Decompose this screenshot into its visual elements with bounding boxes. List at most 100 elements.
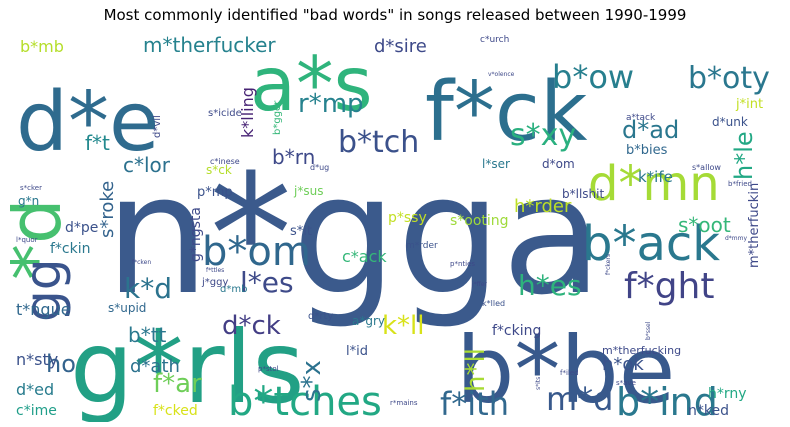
word-cloud-word: s*cker xyxy=(20,184,42,192)
word-cloud-word: s*icide xyxy=(208,108,242,119)
word-cloud-word: d*mb xyxy=(220,284,247,295)
word-cloud-word: b*ow xyxy=(552,58,634,96)
word-cloud-word: k*lling xyxy=(238,87,257,138)
word-cloud-word: s*it xyxy=(290,224,312,239)
word-cloud-word: b*fried xyxy=(728,180,752,188)
word-cloud-word: d*rty xyxy=(308,311,333,322)
word-cloud-word: b*gger xyxy=(272,100,283,135)
word-cloud-word: gg xyxy=(14,259,72,322)
word-cloud-word: f*cking xyxy=(492,323,541,339)
word-cloud-word: b*oty xyxy=(688,61,770,96)
word-cloud-word: p*mp xyxy=(197,185,233,200)
word-cloud-word: l*ser xyxy=(482,157,510,171)
word-cloud-word: f*iled xyxy=(560,369,579,377)
word-cloud-word: b*ack xyxy=(582,216,720,272)
word-cloud-word: g*n xyxy=(18,194,39,208)
word-cloud-word: j*int xyxy=(735,97,763,112)
word-cloud-word: c*ime xyxy=(16,403,57,419)
word-cloud-word: b*mb xyxy=(20,37,64,56)
word-cloud-word: f*cken xyxy=(132,259,151,266)
word-cloud-word: g*ngsta xyxy=(188,207,204,262)
word-cloud-word: r*mains xyxy=(390,399,418,407)
word-cloud-word: s*upid xyxy=(108,301,146,315)
word-cloud-word: k*lled xyxy=(482,299,505,308)
word-cloud-word: c*lor xyxy=(123,153,171,177)
word-cloud-word: d*pe xyxy=(65,220,98,236)
word-cloud-word: d*ed xyxy=(16,380,54,399)
word-cloud-word: a*tack xyxy=(626,113,656,123)
word-cloud-word: f*ckers xyxy=(605,254,612,275)
word-cloud-word: b*bies xyxy=(626,143,668,158)
word-cloud-word: l*id xyxy=(346,344,368,359)
word-cloud-word: r*mp xyxy=(298,89,364,119)
word-cloud-word: b*tches xyxy=(228,379,382,422)
word-cloud-word: m*therfuckin xyxy=(747,183,762,268)
word-cloud-word: h*le xyxy=(730,131,758,180)
word-cloud-word: v*olence xyxy=(488,71,515,78)
word-cloud-word: n*ked xyxy=(688,403,729,419)
word-cloud-word: c*inese xyxy=(210,157,240,166)
word-cloud-word: *d xyxy=(10,198,77,280)
word-cloud-word: j*sus xyxy=(293,184,323,198)
word-cloud-word: h*es xyxy=(518,269,582,302)
word-cloud-word: f*ckin xyxy=(50,241,91,257)
word-cloud-word: f*ith xyxy=(440,385,509,422)
word-cloud-word: s*ck xyxy=(206,163,232,177)
word-cloud-word: j*ffer xyxy=(471,281,487,288)
word-cloud-word: d*sire xyxy=(374,36,427,57)
word-cloud-word: p*ssy xyxy=(388,210,427,226)
word-cloud-word: d*mn xyxy=(588,156,720,212)
word-cloud-word: s*allow xyxy=(692,163,721,172)
word-cloud-word: d*om xyxy=(542,157,575,171)
word-cloud-word: ho xyxy=(46,350,76,378)
word-cloud-word: s*x xyxy=(297,360,327,402)
word-cloud-word: s*its xyxy=(535,377,542,390)
word-cloud-word: b*om xyxy=(202,229,311,275)
word-cloud-word: b*rn xyxy=(272,145,315,169)
word-cloud-word: b*be xyxy=(456,317,675,422)
word-cloud-word: d*ck xyxy=(222,311,281,341)
word-cloud-word: s*roke xyxy=(97,181,118,238)
chart-title: Most commonly identified "bad words" in … xyxy=(103,6,687,24)
word-cloud-word: k*d xyxy=(124,272,172,305)
word-cloud-word: t*ngue xyxy=(16,300,71,319)
word-cloud-word: f*t xyxy=(85,131,110,155)
word-cloud-word: l*quor xyxy=(16,236,38,244)
word-cloud-word: n*gga xyxy=(105,139,603,331)
word-cloud-word: k*ll xyxy=(382,311,425,341)
word-cloud-word: c*urch xyxy=(480,35,509,45)
word-cloud-word: m*rder xyxy=(406,241,438,251)
word-cloud-word: l*es xyxy=(240,266,294,299)
word-cloud-word: s*ooting xyxy=(450,213,509,229)
word-cloud-word: h*rder xyxy=(514,196,572,217)
word-cloud-word: f*ttles xyxy=(206,267,224,274)
word-cloud-word: s*xy xyxy=(510,118,576,153)
word-cloud-word: d*vil xyxy=(152,115,163,138)
word-cloud-word: p*nties xyxy=(450,260,475,268)
word-cloud-word: g*rls xyxy=(70,309,304,422)
word-cloud-word: k*ife xyxy=(638,168,673,186)
word-cloud-word: a*gry xyxy=(352,314,385,328)
word-cloud-word: f*ght xyxy=(624,266,714,307)
word-cloud-word: d*unk xyxy=(712,115,748,129)
word-cloud-word: b*tch xyxy=(338,125,419,160)
word-cloud-word: f*ck xyxy=(425,65,588,160)
word-cloud-word: m*therfucker xyxy=(143,33,276,57)
word-cloud-word: p*stol xyxy=(258,365,279,373)
word-cloud-word: f*ar xyxy=(153,369,202,399)
word-cloud-word: a*s xyxy=(250,40,373,128)
word-cloud-word: h*rny xyxy=(708,386,747,402)
word-cloud-word: c*ack xyxy=(342,247,387,266)
word-cloud-word: d*ug xyxy=(310,163,329,172)
word-cloud-word: d*ad xyxy=(622,116,679,144)
word-cloud-word: n*sty xyxy=(16,350,58,369)
word-cloud-word: f*cked xyxy=(153,403,198,419)
word-cloud-word: m*therfucking xyxy=(602,344,681,357)
word-cloud-word: d*mmy xyxy=(725,235,747,242)
word-cloud-word: b*ind xyxy=(616,380,718,422)
word-cloud-word: s*oot xyxy=(678,213,731,237)
word-cloud-word: j*ggy xyxy=(201,277,228,288)
word-cloud-word: b*llshit xyxy=(562,187,604,201)
word-cloud-word: h*ok xyxy=(602,354,644,375)
